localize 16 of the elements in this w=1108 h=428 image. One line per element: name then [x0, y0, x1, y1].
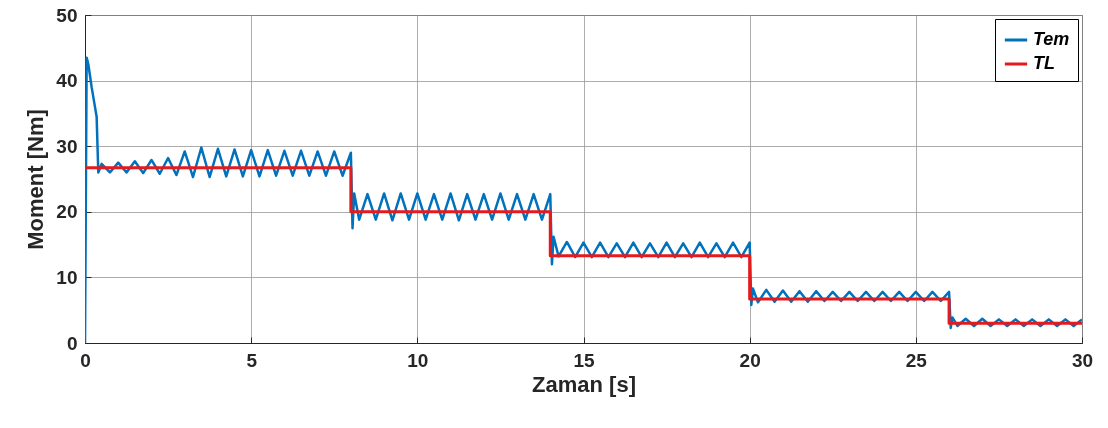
x-tick-label: 10: [407, 349, 429, 371]
y-tick-label: 40: [56, 70, 78, 92]
y-tick-label: 30: [56, 135, 78, 157]
y-axis-title: Moment [Nm]: [23, 109, 49, 250]
x-tick-label: 15: [573, 349, 595, 371]
y-tick-label: 50: [56, 4, 78, 26]
x-tick-label: 25: [905, 349, 928, 371]
x-axis-title: Zaman [s]: [532, 371, 636, 397]
legend-label: TL: [1033, 53, 1055, 73]
y-tick-label: 0: [66, 332, 78, 354]
y-tick-label: 20: [56, 201, 78, 223]
y-tick-label: 10: [56, 266, 78, 288]
x-tick-label: 20: [739, 349, 761, 371]
x-tick-label: 30: [1071, 349, 1094, 371]
legend-label: Tem: [1033, 29, 1070, 49]
x-tick-label: 5: [246, 349, 258, 371]
